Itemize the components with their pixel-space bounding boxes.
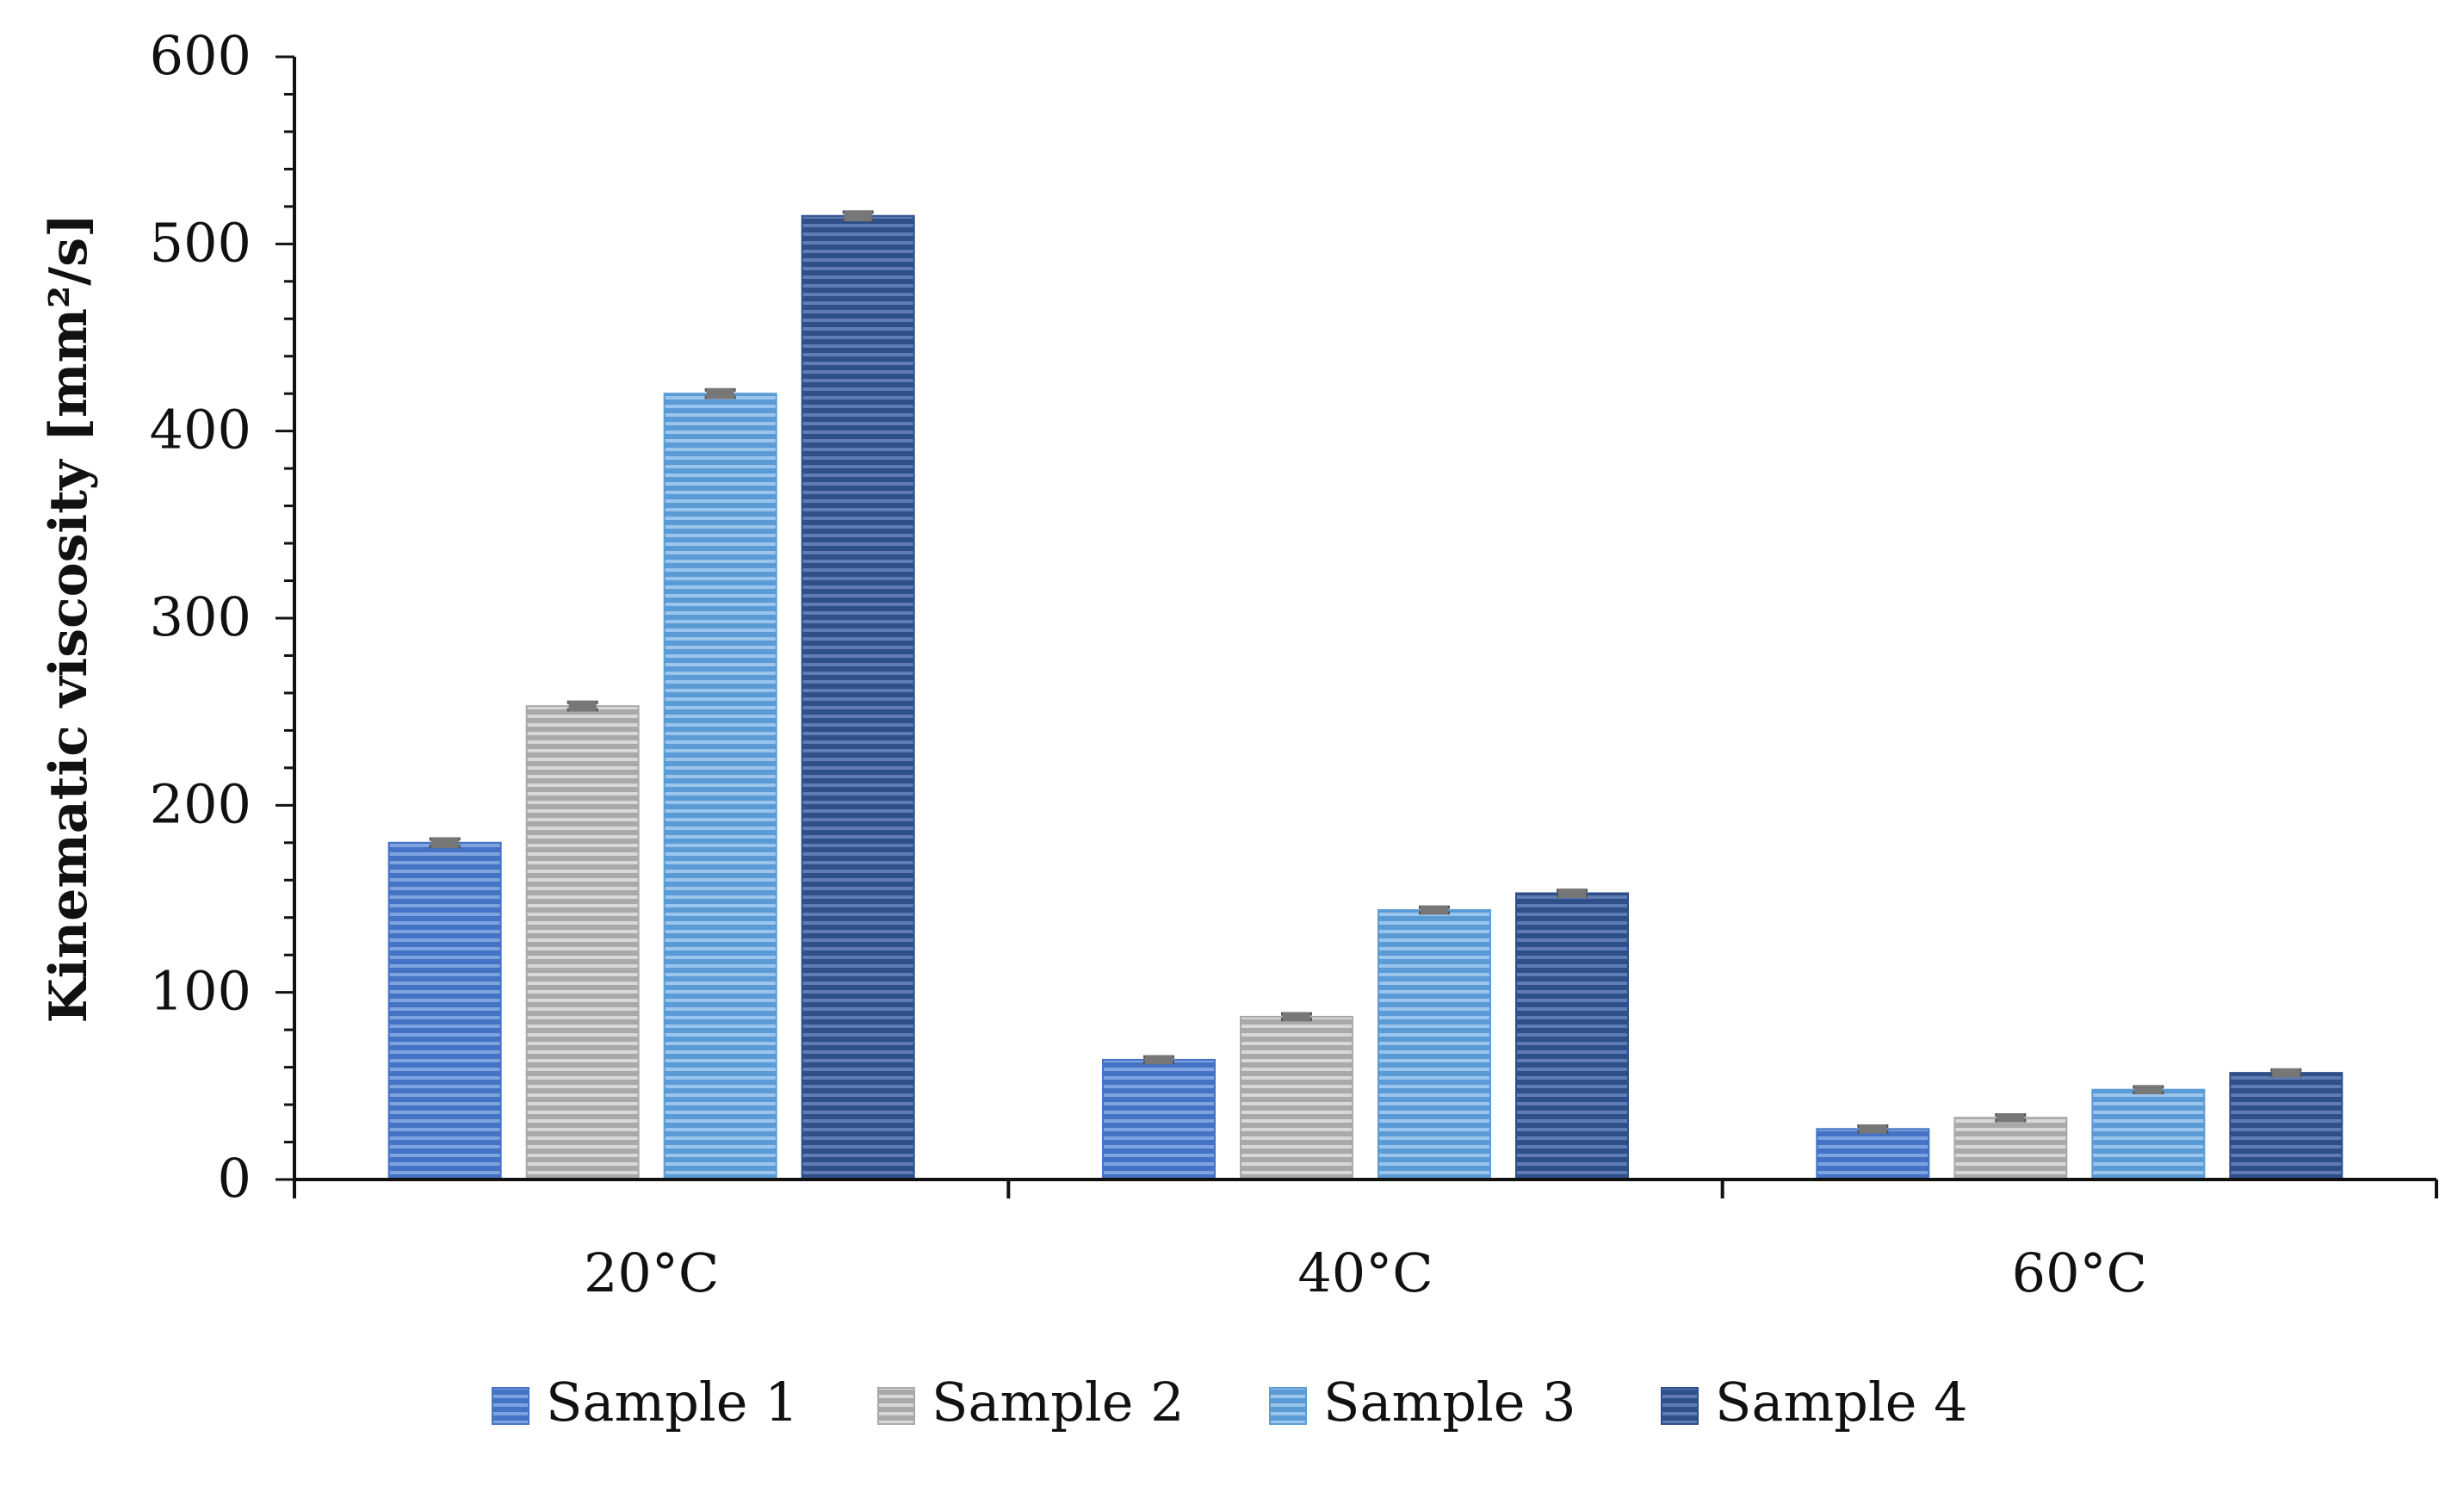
legend-swatch xyxy=(1269,1387,1307,1425)
error-cap xyxy=(844,210,872,222)
error-cap xyxy=(2134,1085,2163,1094)
x-tick-label: 60°C xyxy=(2012,1241,2147,1304)
bar-sample-3-1 xyxy=(1377,909,1491,1181)
bar-sample-4-1 xyxy=(1515,892,1629,1180)
error-bar-sample-4-1 xyxy=(1557,889,1588,898)
bar-sample-2-0 xyxy=(525,705,640,1180)
error-bar-sample-2-2 xyxy=(1995,1113,2027,1123)
error-cap xyxy=(1859,1124,1887,1134)
y-tick-label: 600 xyxy=(150,24,251,87)
y-tick-label: 200 xyxy=(150,772,251,835)
y-axis-title: Kinematic viscosity [mm²/s] xyxy=(39,214,99,1024)
bar-sample-3-2 xyxy=(2091,1088,2206,1181)
legend-item-sample-4: Sample 4 xyxy=(1661,1371,1968,1433)
error-cap xyxy=(706,387,734,399)
y-tick-label: 500 xyxy=(150,211,251,274)
error-cap xyxy=(1145,1055,1173,1065)
error-cap xyxy=(1558,889,1586,898)
error-cap xyxy=(2272,1068,2300,1078)
error-bar-sample-3-2 xyxy=(2133,1085,2164,1094)
legend-label: Sample 1 xyxy=(546,1371,799,1433)
error-cap xyxy=(1997,1113,2025,1123)
bar-sample-1-2 xyxy=(1816,1128,1930,1180)
error-bar-sample-1-1 xyxy=(1143,1055,1174,1065)
bar-sample-2-2 xyxy=(1953,1117,2068,1181)
bar-sample-1-0 xyxy=(387,841,502,1180)
x-tick-label: 20°C xyxy=(584,1241,719,1304)
bar-sample-2-1 xyxy=(1240,1015,1353,1181)
error-bar-sample-4-0 xyxy=(842,210,874,222)
error-cap xyxy=(1283,1012,1310,1022)
x-tick-label: 40°C xyxy=(1297,1241,1433,1304)
error-bar-sample-2-1 xyxy=(1281,1012,1312,1022)
legend-label: Sample 2 xyxy=(932,1371,1185,1433)
legend-item-sample-2: Sample 2 xyxy=(877,1371,1185,1433)
error-bar-sample-4-2 xyxy=(2270,1068,2302,1078)
y-tick-label: 300 xyxy=(150,585,251,648)
error-bar-sample-3-1 xyxy=(1419,905,1450,915)
legend-swatch xyxy=(1661,1387,1699,1425)
legend-swatch xyxy=(877,1387,915,1425)
bar-sample-4-2 xyxy=(2229,1072,2343,1180)
legend-item-sample-3: Sample 3 xyxy=(1269,1371,1576,1433)
error-bar-sample-3-0 xyxy=(704,387,736,399)
legend-label: Sample 3 xyxy=(1323,1371,1576,1433)
y-tick-label: 400 xyxy=(150,399,251,461)
legend-label: Sample 4 xyxy=(1715,1371,1968,1433)
error-cap xyxy=(568,700,597,712)
legend-item-sample-1: Sample 1 xyxy=(492,1371,799,1433)
bar-sample-4-0 xyxy=(801,214,915,1181)
y-tick-label: 0 xyxy=(218,1147,251,1210)
y-tick-label: 100 xyxy=(150,960,251,1023)
legend-swatch xyxy=(492,1387,529,1425)
bar-sample-3-0 xyxy=(663,393,777,1180)
bar-sample-1-1 xyxy=(1102,1058,1216,1180)
error-bar-sample-2-0 xyxy=(566,700,598,712)
error-cap xyxy=(430,837,459,849)
error-bar-sample-1-0 xyxy=(429,837,461,849)
error-bar-sample-1-2 xyxy=(1857,1124,1889,1134)
error-cap xyxy=(1421,905,1448,915)
